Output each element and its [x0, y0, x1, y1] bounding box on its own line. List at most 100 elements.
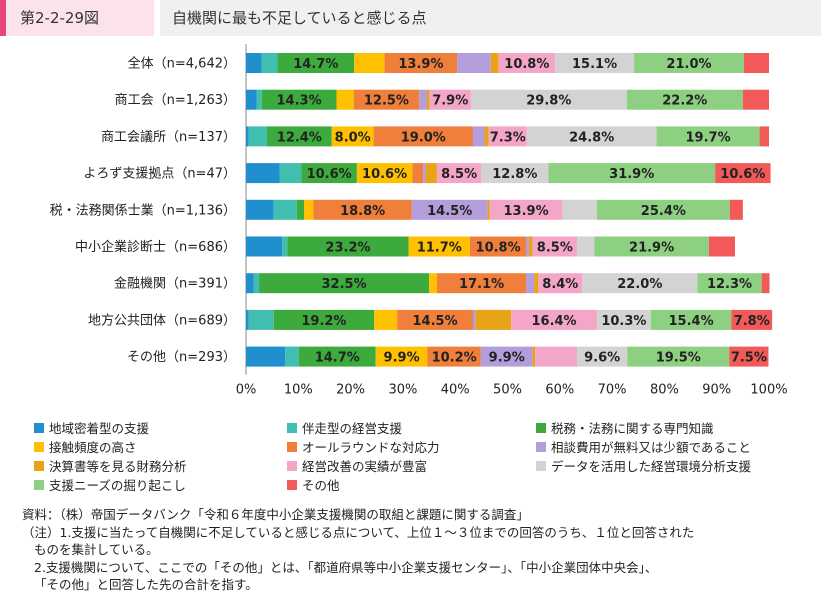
data-label: 12.8% [492, 167, 537, 182]
legend-label: 決算書等を見る財務分析 [49, 459, 187, 474]
category-label: 商工会議所（n=137） [101, 130, 236, 145]
bar-segment [582, 273, 698, 294]
data-label: 9.6% [584, 351, 620, 366]
category-label: 全体（n=4,642） [128, 56, 236, 72]
data-label: 11.7% [417, 241, 462, 256]
bar-segment [356, 163, 413, 184]
legend-label: 経営改善の実績が豊富 [302, 459, 427, 474]
legend-swatch [34, 423, 44, 433]
legend-swatch [536, 461, 546, 471]
legend-swatch [287, 461, 297, 471]
data-label: 14.7% [315, 351, 360, 366]
bar-segment [436, 163, 482, 184]
data-label: 7.8% [734, 314, 770, 329]
data-label: 22.2% [662, 94, 707, 109]
data-label: 12.4% [277, 130, 322, 145]
bar-segment [287, 236, 409, 257]
bar-segment [248, 309, 274, 330]
data-label: 19.0% [401, 130, 446, 145]
category-label: 地方公共団体（n=689） [88, 312, 236, 328]
bar-segment [489, 199, 563, 220]
data-label: 19.7% [686, 130, 731, 145]
data-label: 14.5% [413, 314, 458, 329]
legend-swatch [287, 442, 297, 452]
data-label: 13.9% [504, 204, 549, 219]
bar-segment [354, 53, 385, 73]
legend-label: 相談費用が無料又は少額であること [551, 440, 751, 455]
bar-segment [526, 126, 657, 147]
bar-segment [511, 309, 597, 330]
data-label: 8.5% [441, 167, 477, 182]
bar-segment [535, 346, 578, 367]
data-label: 19.5% [656, 351, 701, 366]
bar-segment [375, 346, 428, 367]
bar-segment [475, 309, 512, 330]
bar-segment [427, 346, 481, 367]
x-tick-label: 20% [336, 383, 365, 398]
bar-segment [697, 273, 762, 294]
bar-segment [538, 273, 583, 294]
bar-segment [313, 199, 412, 220]
legend-swatch [536, 423, 546, 433]
bar-segment [498, 53, 556, 73]
legend-label: オールラウンドな対応力 [302, 440, 440, 455]
bar-segment [246, 236, 283, 257]
x-tick-label: 70% [598, 383, 627, 398]
data-label: 8.0% [335, 130, 371, 145]
bar-segment [246, 309, 249, 330]
figure-label: 第2-2-29図 [0, 0, 154, 36]
bar-segment [577, 236, 595, 257]
bar-segment [761, 273, 770, 294]
bar-segment [246, 273, 254, 294]
bar-segment [457, 53, 491, 73]
data-label: 9.9% [489, 351, 525, 366]
legend-swatch [287, 423, 297, 433]
bar-segment [742, 89, 769, 110]
bar-segment [336, 89, 354, 110]
legend-swatch [287, 480, 297, 490]
data-label: 8.4% [542, 277, 578, 292]
bar-segment [472, 309, 476, 330]
bar-segment [298, 346, 376, 367]
notes-block: 資料：（株）帝国データバンク「令和６年度中小企業支援機関の取組と課題に関する調査… [22, 506, 812, 594]
bar-segment [261, 53, 278, 73]
bar-segment [487, 199, 490, 220]
bar-segment [731, 309, 773, 330]
bar-segment [596, 309, 651, 330]
data-label: 17.1% [459, 277, 504, 292]
bar-segment [246, 89, 257, 110]
bar-segment [656, 126, 760, 147]
data-label: 8.5% [537, 241, 573, 256]
category-label: 金融機関（n=391） [114, 276, 236, 292]
data-label: 14.3% [277, 94, 322, 109]
bar-segment [331, 126, 374, 147]
bar-segment [626, 89, 743, 110]
figure-title: 自機関に最も不足していると感じる点 [160, 0, 821, 36]
note-2-line-1: 2.支援機関について、ここでの「その他」とは、「都道府県等中小企業支援センター」… [34, 559, 658, 575]
data-label: 7.3% [490, 130, 526, 145]
data-label: 13.9% [398, 57, 443, 72]
legend-swatch [34, 461, 44, 471]
category-label: 商工会（n=1,263） [115, 93, 236, 108]
data-label: 14.5% [427, 204, 472, 219]
bar-segment [248, 126, 267, 147]
bar-segment [246, 346, 286, 367]
bar-segment [246, 199, 274, 220]
bar-segment [526, 236, 529, 257]
bar-segment [373, 126, 473, 147]
stacked-bar-chart: 全体（n=4,642） 商工会（n=1,263） 商工会議所（n=137） よろず支援… [34, 44, 788, 493]
bar-segment [759, 126, 769, 147]
bar-segment [411, 199, 488, 220]
legend-swatch [536, 442, 546, 452]
data-label: 15.1% [572, 57, 617, 72]
data-label: 14.7% [293, 57, 338, 72]
x-tick-label: 50% [493, 383, 522, 398]
bar-segment [261, 89, 337, 110]
bar-segment [412, 163, 424, 184]
x-tick-label: 60% [545, 383, 574, 398]
bar-segment [429, 273, 437, 294]
note-1-line-2: ものを集計している。 [34, 542, 159, 558]
bar-segment [259, 273, 430, 294]
bar-segment [374, 309, 398, 330]
bar-segment [577, 346, 628, 367]
